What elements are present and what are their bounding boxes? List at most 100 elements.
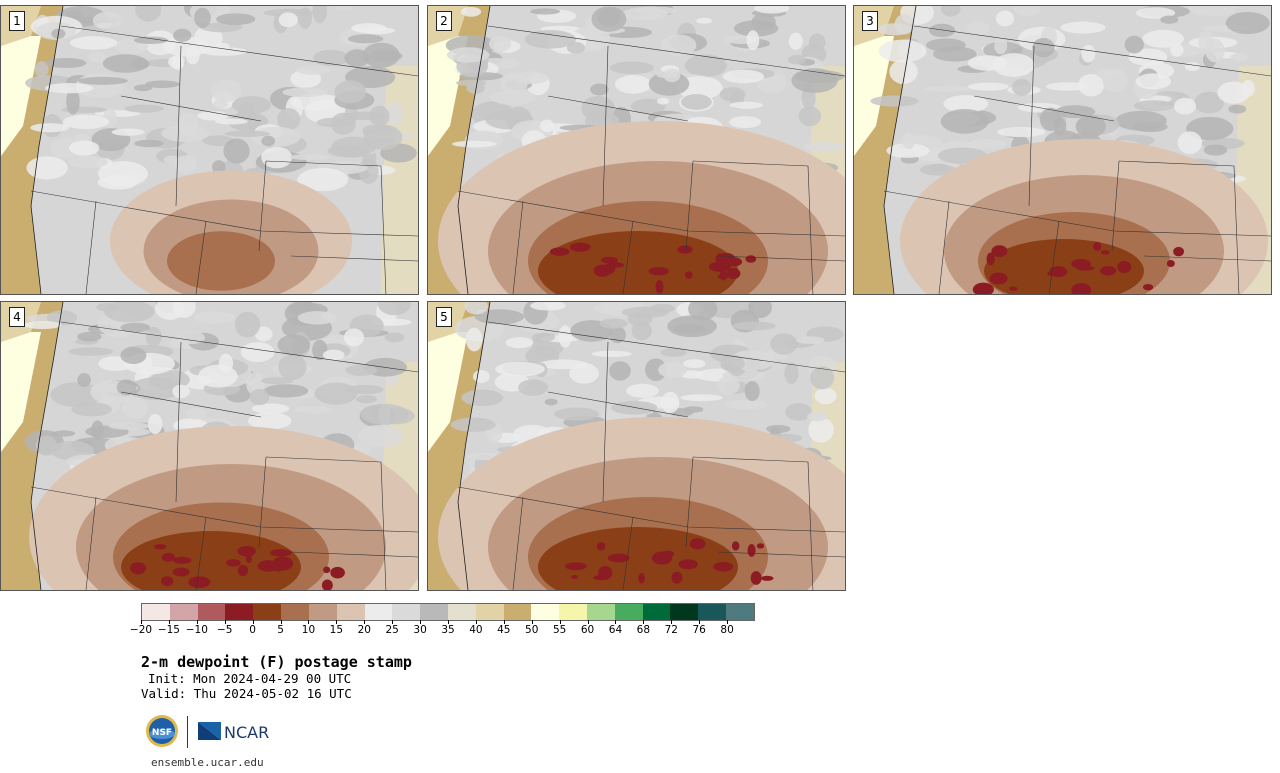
dewpoint-contour [940,6,961,17]
dewpoint-contour [760,575,774,581]
colorbar-tick-mark [420,620,422,624]
dewpoint-contour [747,544,756,557]
dewpoint-contour [1184,62,1201,72]
colorbar-tick-label: 5 [277,624,284,636]
dewpoint-contour [68,155,108,169]
state-border [622,220,634,294]
colorbar-swatch [670,604,699,620]
dewpoint-contour [466,82,485,94]
dewpoint-contour [250,126,301,147]
state-border [685,456,694,548]
dewpoint-contour [168,56,184,69]
dewpoint-contour [321,579,333,590]
offshore-zone [1,36,41,156]
dewpoint-contour [360,403,409,425]
dewpoint-contour [1217,81,1250,104]
colorbar-tick-mark [559,620,561,624]
dewpoint-contour [167,231,275,291]
dewpoint-contour [926,38,966,52]
dewpoint-contour [565,562,587,571]
state-border [883,190,1271,237]
dewpoint-contour [362,42,400,68]
dewpoint-contour [745,255,757,263]
colorbar-tick-mark [392,620,394,624]
dewpoint-contour [1173,246,1185,257]
dewpoint-contour [1142,283,1154,291]
dewpoint-contour [683,359,706,369]
dewpoint-contour [648,267,669,276]
dewpoint-contour [234,311,261,338]
dewpoint-contour [889,59,918,84]
colorbar-tick-mark [699,620,701,624]
offshore-zone [428,332,468,452]
colorbar [141,603,755,621]
colorbar-tick-mark [475,620,477,624]
dewpoint-contour [312,6,328,24]
dewpoint-contour [277,334,311,356]
dewpoint-contour [967,55,1008,71]
dewpoint-contour [796,336,825,344]
dewpoint-contour [68,140,100,156]
dewpoint-contour [293,405,333,414]
state-border [195,220,207,294]
colorbar-swatch [587,604,615,620]
colorbar-swatch [308,604,337,620]
dewpoint-contour [610,400,658,415]
dewpoint-contour [554,407,599,421]
state-border [547,391,689,418]
dewpoint-contour [278,354,307,381]
dewpoint-contour [210,79,242,102]
colorbar-swatch [726,604,754,620]
dewpoint-contour [1075,115,1106,138]
dewpoint-contour [787,54,807,65]
dewpoint-contour [1032,38,1055,58]
dewpoint-contour [240,342,275,363]
dewpoint-contour [566,42,586,54]
colorbar-swatch [142,604,170,620]
state-border [547,95,689,122]
colorbar-tick-label: −5 [216,624,233,636]
dewpoint-contour [600,256,618,264]
dewpoint-contour [97,175,138,190]
dewpoint-contour [334,6,353,11]
colorbar-tick-label: 35 [441,624,455,636]
dewpoint-contour [343,328,364,347]
dewpoint-contour [605,262,624,268]
dewpoint-contour [446,47,490,63]
dewpoint-contour [967,82,1009,91]
dewpoint-contour [1077,74,1105,97]
dewpoint-contour [1170,43,1184,57]
dewpoint-contour [495,361,545,377]
dewpoint-contour [989,272,1008,285]
colorbar-swatch [197,604,226,620]
dewpoint-contour [278,12,298,28]
dewpoint-contour [314,382,358,405]
dewpoint-contour [172,556,192,564]
state-border [717,551,845,558]
state-border [512,200,524,294]
dewpoint-contour [994,36,1008,55]
dewpoint-contour [351,23,387,34]
dewpoint-contour [334,80,366,104]
dewpoint-contour [1071,258,1091,269]
dewpoint-contour [532,332,556,343]
dewpoint-contour [680,394,723,402]
dewpoint-contour [1166,259,1175,268]
dewpoint-contour [1177,131,1203,155]
panel-label: 2 [436,11,452,31]
state-border [258,160,267,252]
dewpoint-contour [991,245,1008,258]
dewpoint-contour [201,47,248,56]
dewpoint-contour [803,141,845,152]
dewpoint-contour [161,576,174,587]
dewpoint-contour [558,325,572,348]
dewpoint-contour [680,94,712,110]
colorbar-tick-mark [671,620,673,624]
colorbar-tick-label: 30 [413,624,427,636]
dewpoint-contour [186,407,207,420]
state-border [457,486,845,533]
dewpoint-contour [1071,283,1092,294]
dewpoint-contour [1135,7,1176,19]
dewpoint-contour [870,95,919,107]
dewpoint-contour [347,34,384,44]
